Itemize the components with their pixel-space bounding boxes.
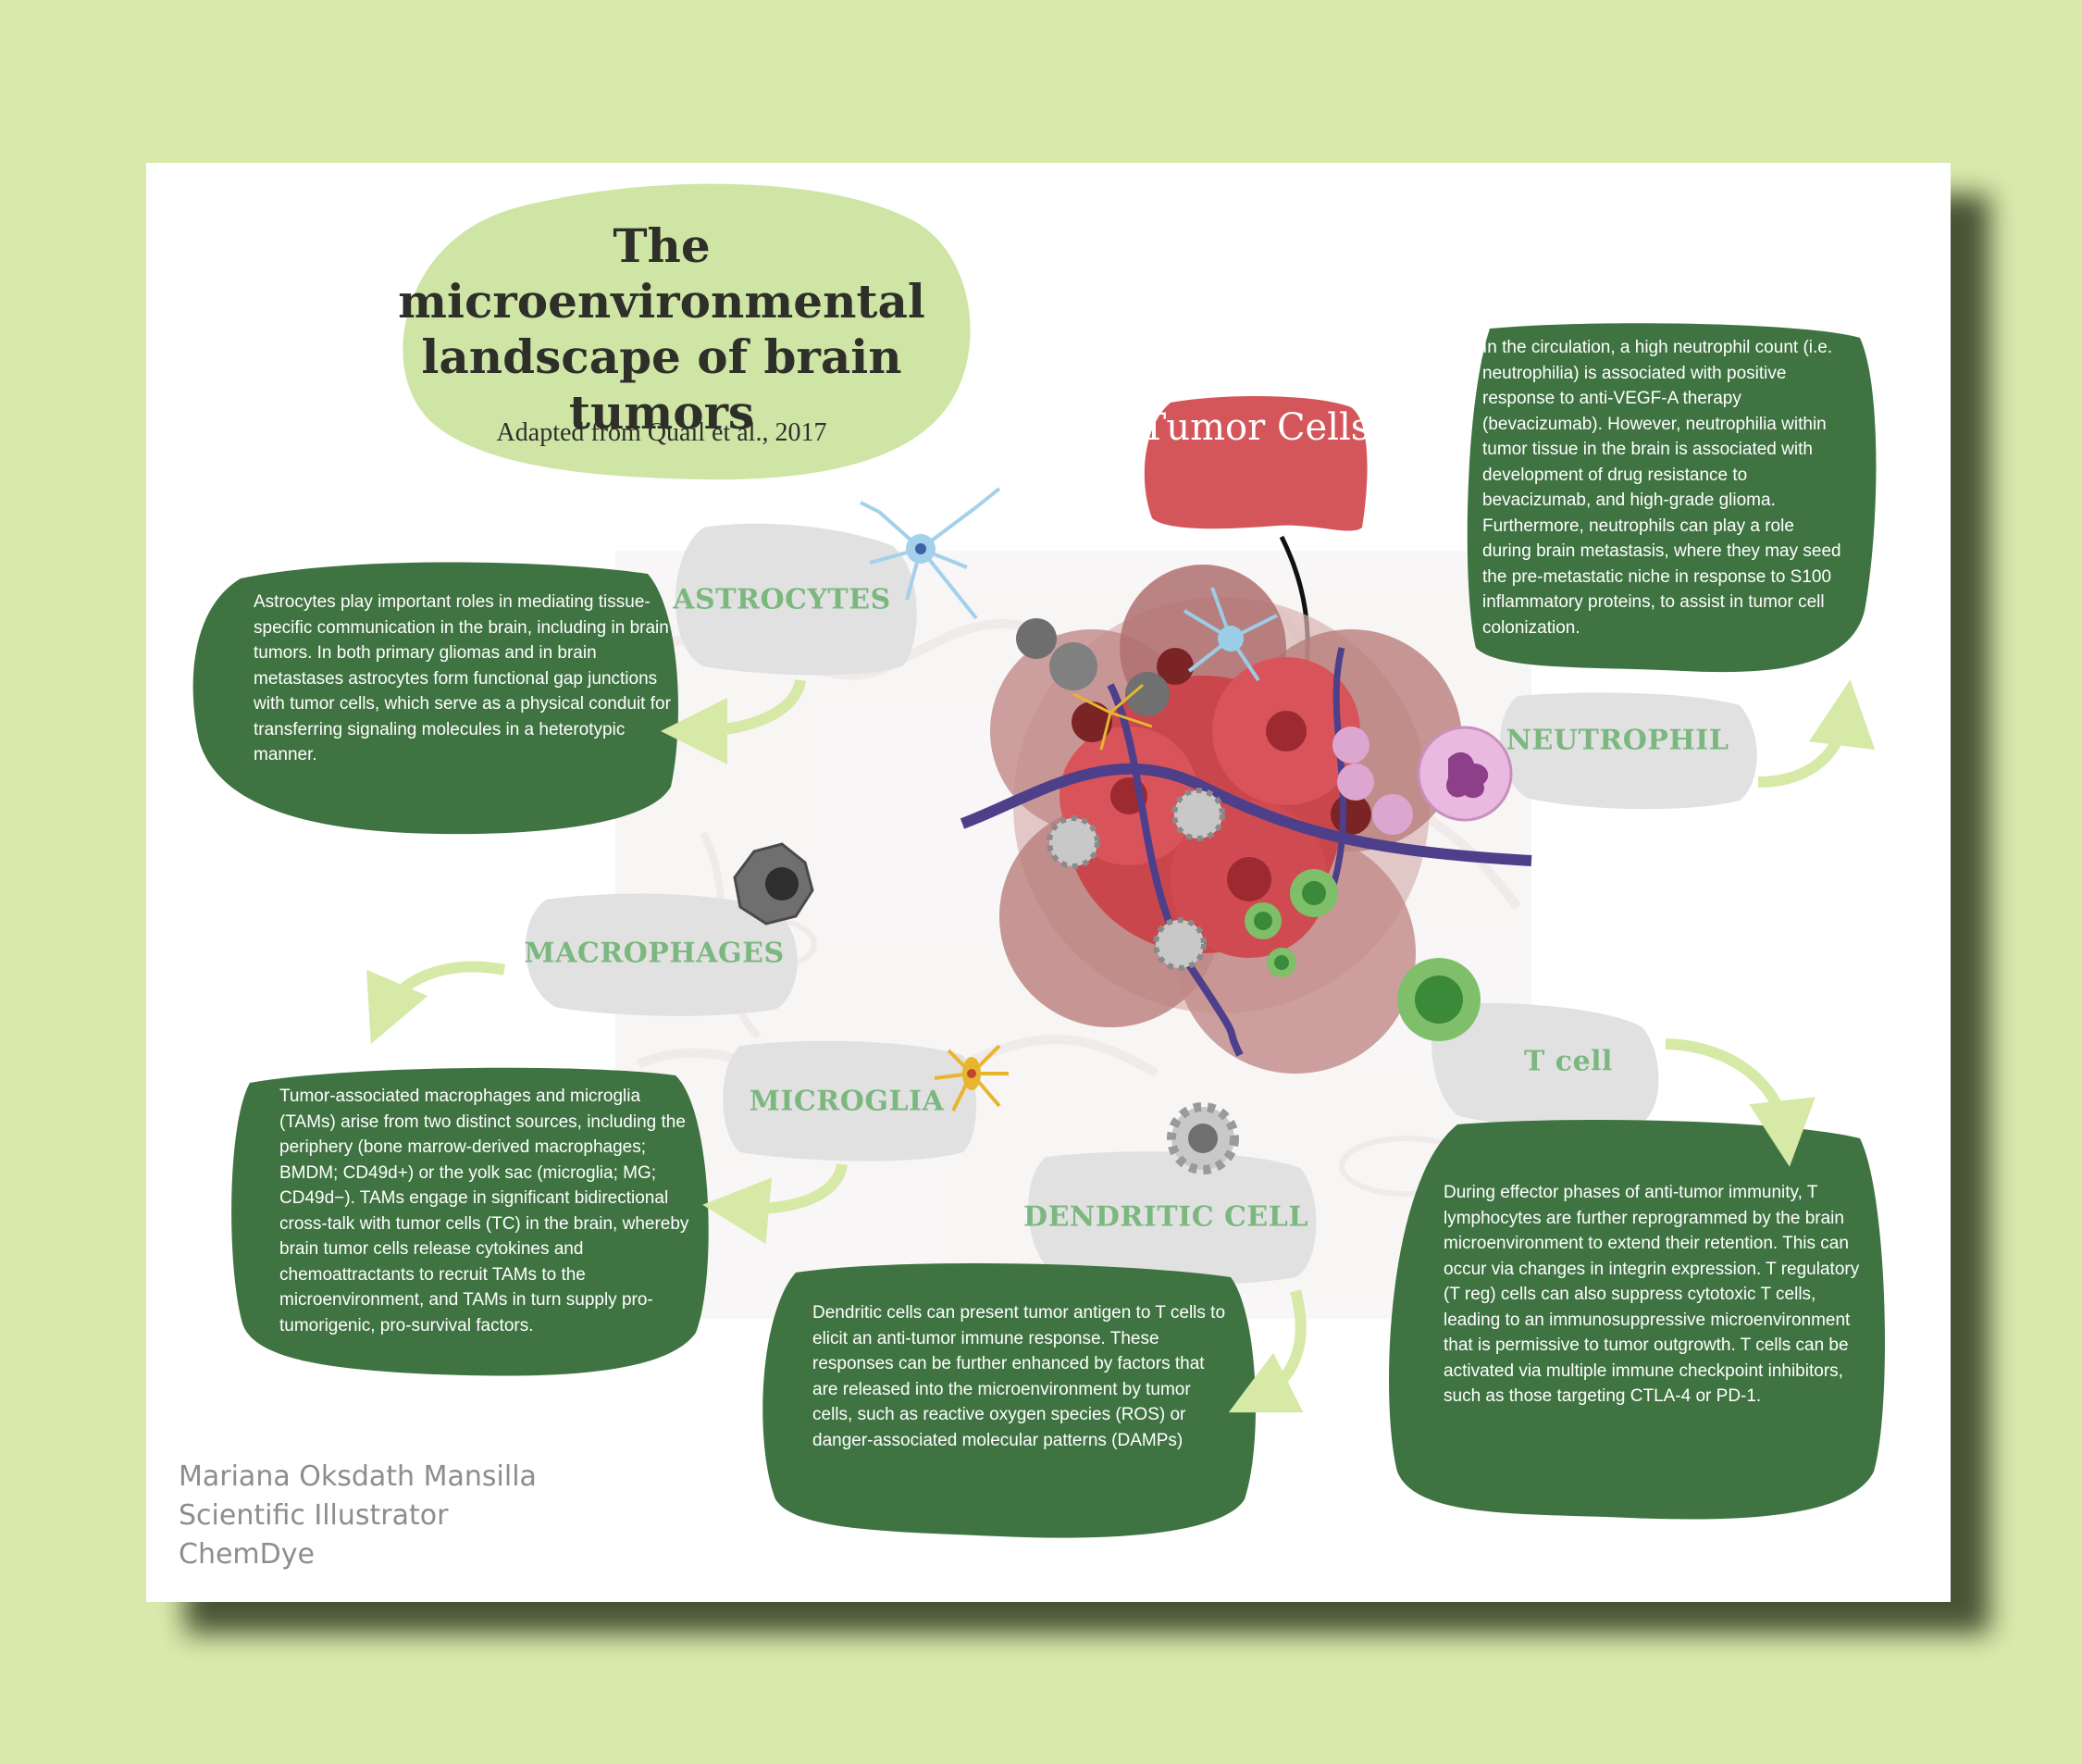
t-cell-arrow: [1665, 1038, 1816, 1167]
astrocytes-text-blob: [192, 562, 678, 835]
astrocytes-description: Astrocytes play important roles in media…: [254, 592, 671, 764]
neutrophil-description: In the circulation, a high neutrophil co…: [1482, 338, 1841, 638]
tumor-label-blob: [1144, 396, 1368, 531]
microglia-arrow: [702, 1162, 848, 1245]
microglia-label: MICROGLIA: [749, 1085, 945, 1118]
title-blob: [403, 183, 971, 480]
neutrophil-label: NEUTROPHIL: [1506, 724, 1729, 757]
dendritic-description: Dendritic cells can present tumor antige…: [812, 1303, 1226, 1450]
macrophages-text-blob: [231, 1067, 709, 1376]
neutrophil-arrow: [1757, 679, 1876, 788]
t-cell-label-blob: [1431, 1002, 1659, 1129]
macrophages-label: MACROPHAGES: [524, 937, 785, 970]
credit-org: ChemDye: [179, 1538, 315, 1571]
neutrophil-label-blob: [1500, 692, 1757, 810]
page-subtitle: Adapted from Quail et al., 2017: [496, 418, 827, 447]
credit-name: Mariana Oksdath Mansilla: [179, 1460, 537, 1493]
tumor-mass-illustration: [960, 565, 1532, 1074]
t-cell-label: T cell: [1524, 1045, 1613, 1078]
t-cell-icon: [1397, 958, 1481, 1041]
astrocytes-label-blob: [675, 523, 917, 676]
credit-role: Scientific Illustrator: [179, 1499, 449, 1532]
microglia-label-blob: [723, 1040, 976, 1162]
macrophages-arrow: [366, 961, 506, 1045]
macrophages-label-blob: [525, 893, 798, 1016]
astrocytes-arrow: [661, 678, 806, 764]
microglia-icon: [934, 1044, 1009, 1112]
dendritic-arrow: [1228, 1289, 1307, 1413]
macrophage-icon: [733, 842, 814, 925]
page-title: The microenvironmental landscape of brai…: [398, 218, 925, 440]
t-cell-text-blob: [1389, 1120, 1885, 1520]
tumor-cells-label: Tumor Cells: [1141, 406, 1370, 449]
astrocytes-label: ASTROCYTES: [673, 583, 891, 616]
neutrophil-text-blob: [1467, 323, 1877, 673]
dendritic-cell-label-blob: [1028, 1151, 1317, 1286]
dendritic-text-blob: [762, 1262, 1256, 1538]
t-cell-description: During effector phases of anti-tumor imm…: [1444, 1183, 1860, 1406]
astrocyte-icon: [860, 487, 1001, 620]
dendritic-cell-icon: [1167, 1102, 1239, 1174]
neutrophil-icon: [1417, 726, 1513, 822]
macrophages-description: Tumor-associated macrophages and microgl…: [279, 1087, 689, 1335]
dendritic-cell-label: DENDRITIC CELL: [1023, 1200, 1308, 1234]
